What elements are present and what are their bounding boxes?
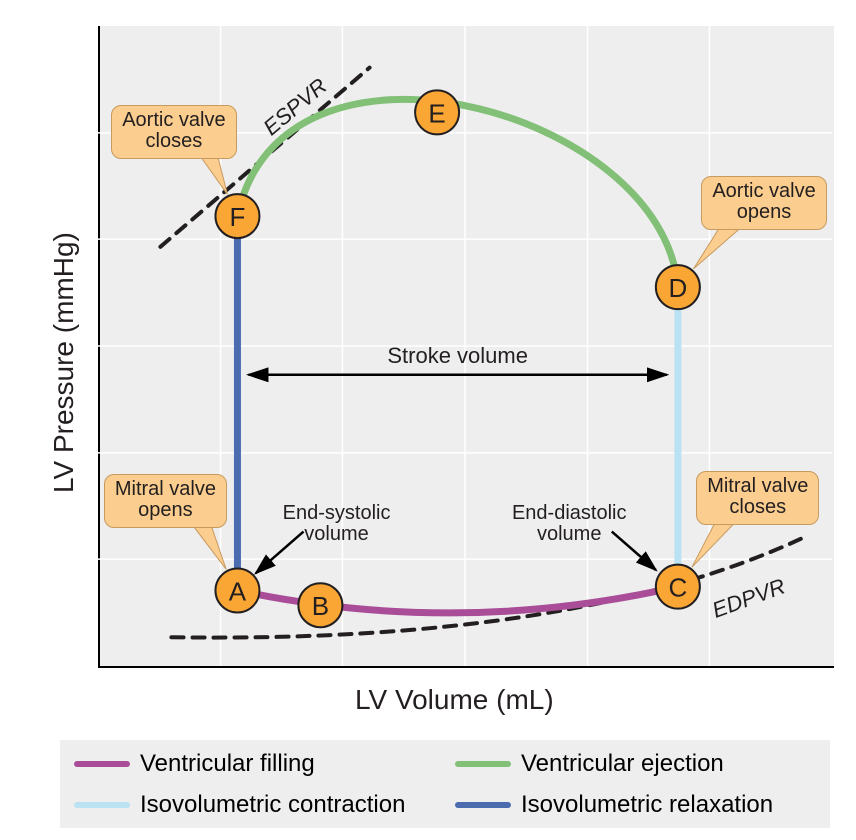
edpvr-label: EDPVR: [709, 573, 789, 622]
edpvr-line: [171, 538, 802, 638]
legend-swatch: [74, 802, 130, 808]
esv-label: End-systolicvolume: [283, 502, 391, 545]
legend-item: Isovolumetric relaxation: [455, 791, 816, 819]
callout-text: Mitral valve: [115, 478, 216, 500]
legend-label: Ventricular filling: [140, 750, 315, 778]
callout-text: Aortic valve: [712, 180, 815, 202]
legend: Ventricular filling Ventricular ejection I…: [60, 740, 830, 828]
callout-aortic-valve-opens: Aortic valve opens: [701, 176, 826, 230]
callout-text: closes: [729, 496, 786, 518]
callout-text: opens: [138, 499, 193, 521]
callout-text: closes: [146, 130, 203, 152]
esv-arrow: [256, 532, 304, 574]
node-label-F: F: [230, 202, 246, 232]
y-axis-label: LV Pressure (mmHg): [48, 232, 80, 493]
node-label-B: B: [312, 591, 329, 621]
legend-swatch: [455, 761, 511, 767]
segment-ejection: [237, 99, 677, 287]
edv-label: End-diastolicvolume: [512, 502, 627, 545]
stroke-volume-label: Stroke volume: [387, 343, 528, 368]
callout-mitral-valve-opens: Mitral valve opens: [104, 474, 227, 528]
legend-label: Isovolumetric relaxation: [521, 791, 773, 819]
edv-arrow: [612, 532, 656, 570]
node-label-A: A: [229, 576, 247, 606]
callout-text: Mitral valve: [707, 475, 808, 497]
legend-swatch: [455, 802, 511, 808]
legend-label: Isovolumetric contraction: [140, 791, 405, 819]
node-label-E: E: [428, 98, 445, 128]
callout-mitral-valve-closes: Mitral valve closes: [696, 471, 819, 525]
legend-item: Isovolumetric contraction: [74, 791, 435, 819]
legend-item: Ventricular ejection: [455, 750, 816, 778]
legend-item: Ventricular filling: [74, 750, 435, 778]
legend-swatch: [74, 761, 130, 767]
node-label-D: D: [668, 273, 687, 303]
callout-aortic-valve-closes: Aortic valve closes: [111, 105, 236, 159]
callout-text: Aortic valve: [122, 109, 225, 131]
node-label-C: C: [668, 573, 687, 603]
x-axis-label: LV Volume (mL): [355, 684, 554, 716]
callout-text: opens: [737, 201, 792, 223]
legend-label: Ventricular ejection: [521, 750, 724, 778]
